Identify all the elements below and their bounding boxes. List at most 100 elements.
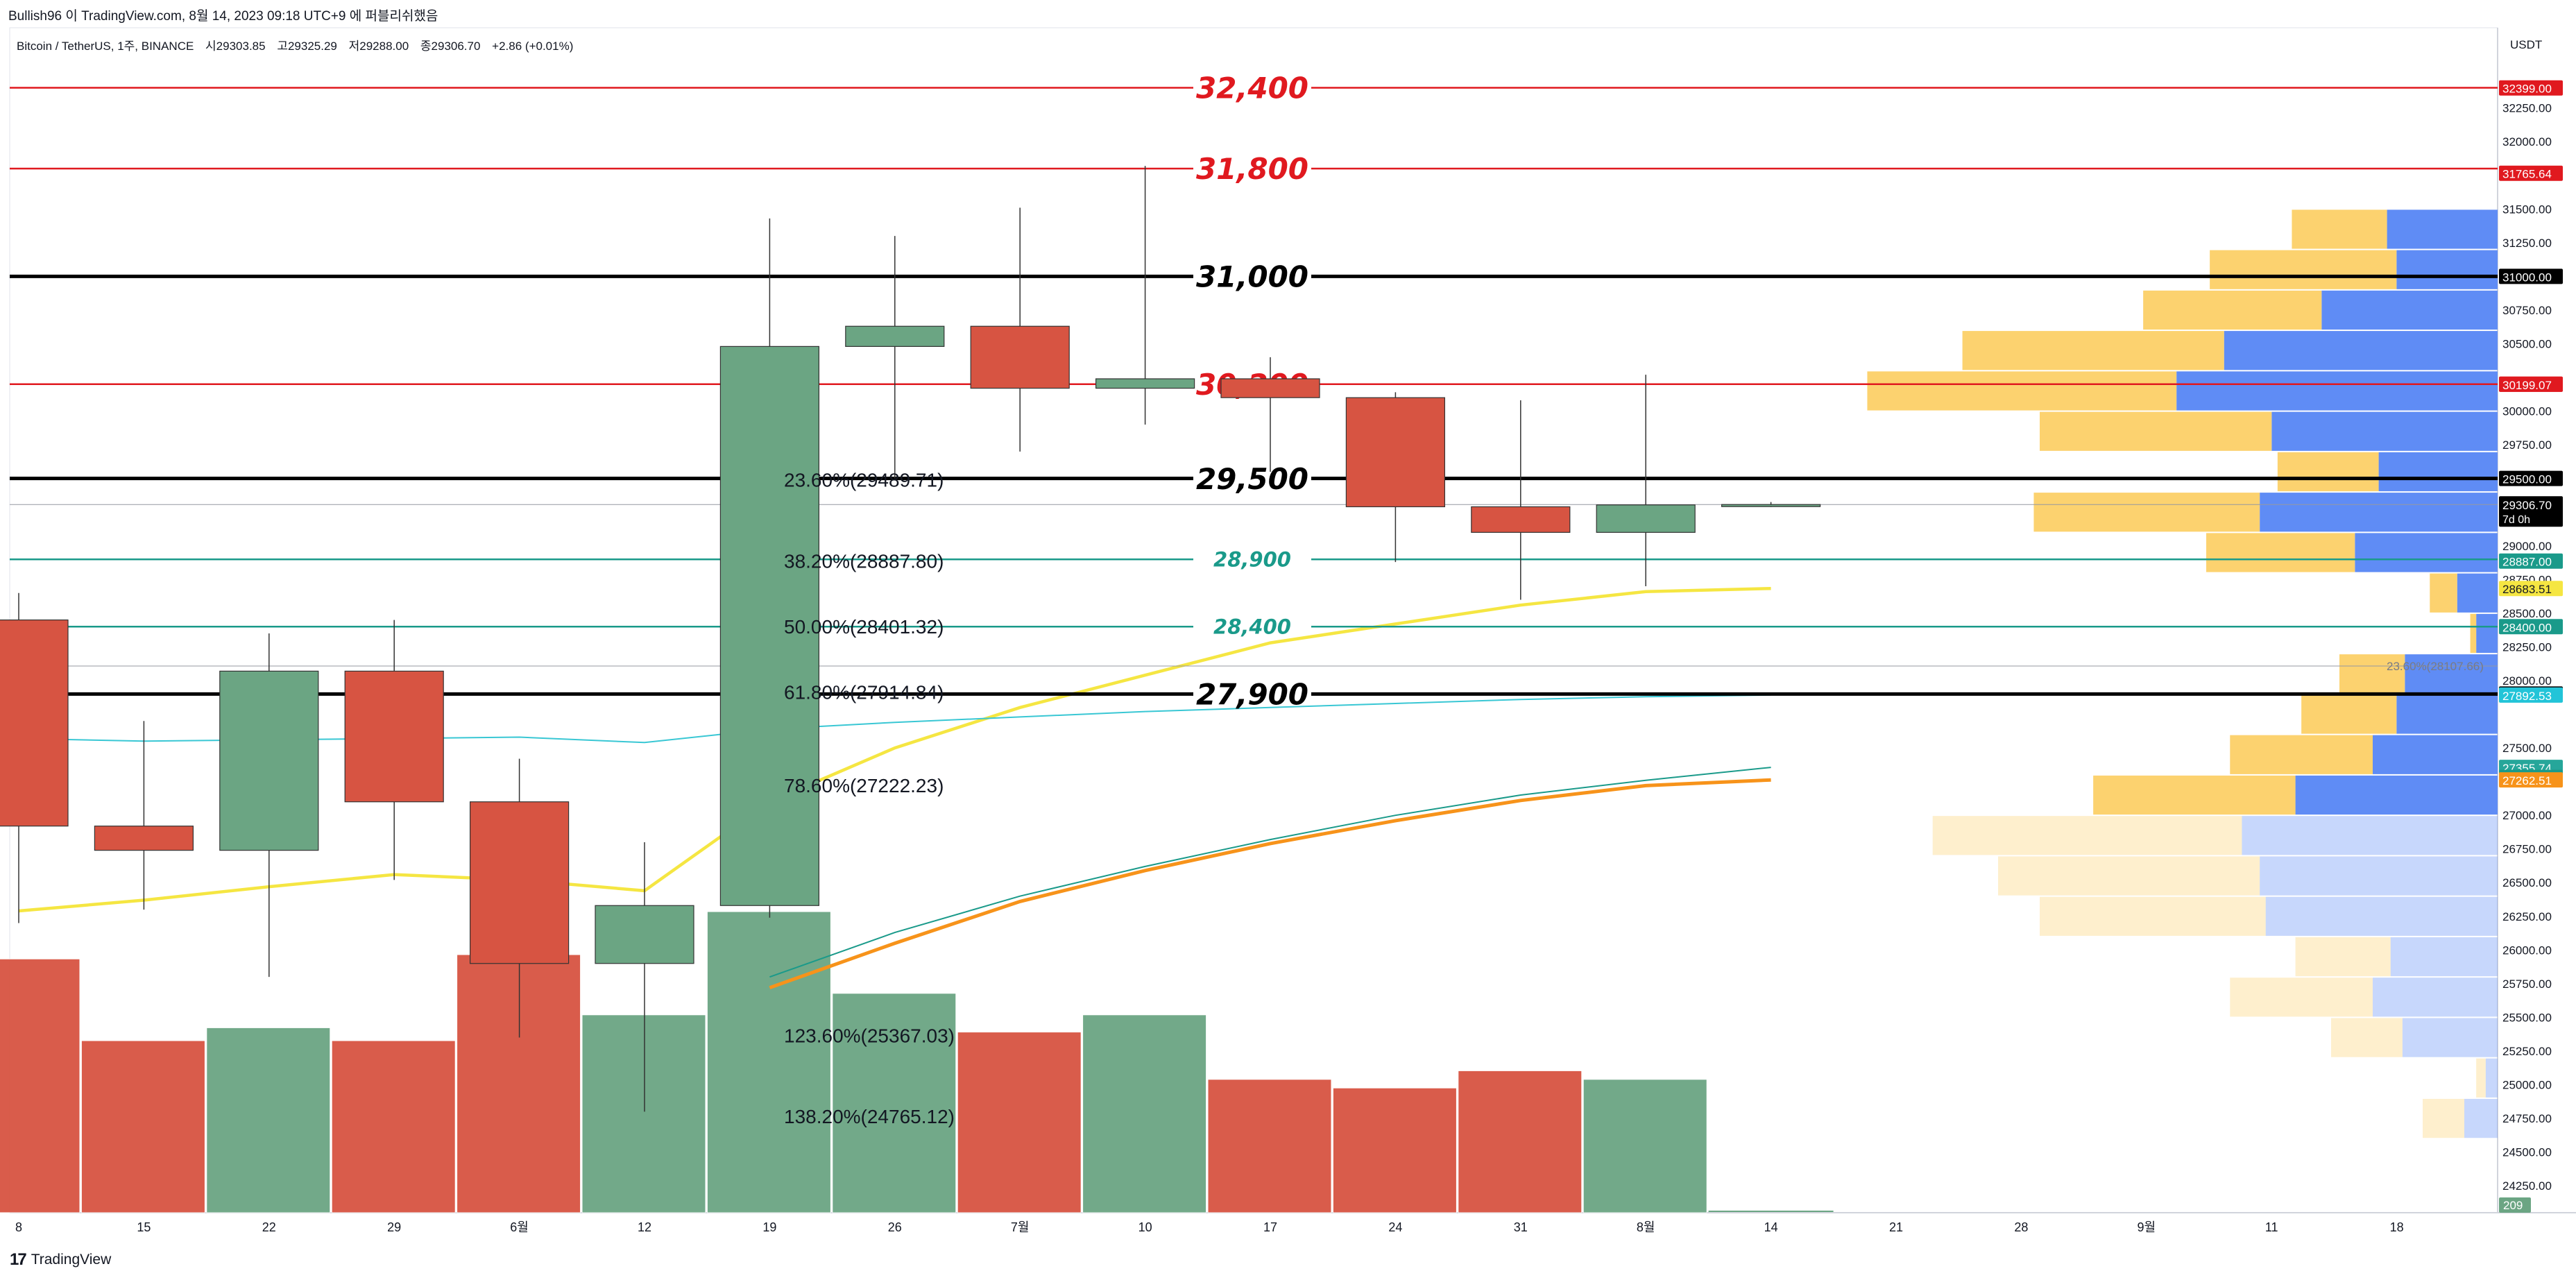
volume-profile-down-bar [2476, 613, 2498, 654]
volume-badge-label: 209 [2503, 1199, 2523, 1212]
fib-level-label: 123.60%(25367.03) [784, 1025, 955, 1046]
candle-body[interactable] [1345, 397, 1446, 508]
price-badge-label: 28887.00 [2502, 556, 2552, 569]
price-tick-label: 26250.00 [2502, 910, 2552, 923]
price-tick-label: 24750.00 [2502, 1112, 2552, 1125]
candle-body[interactable] [595, 905, 694, 964]
price-badge [2499, 165, 2563, 181]
ohlc-low: 저29288.00 [348, 40, 409, 53]
price-tick-label: 26750.00 [2502, 843, 2552, 856]
candle-body[interactable] [845, 325, 945, 347]
time-tick-label: 17 [1263, 1220, 1277, 1234]
price-badge-label: 29500.00 [2502, 473, 2552, 486]
volume-profile-up-bar [2476, 1058, 2486, 1098]
time-tick-label: 29 [387, 1220, 401, 1234]
fib-level-label: 38.20%(28887.80) [784, 551, 944, 572]
volume-profile-up-bar [2230, 735, 2373, 774]
candle-body[interactable] [344, 670, 444, 803]
candle-body[interactable] [469, 801, 570, 964]
candle-body[interactable] [94, 826, 194, 851]
time-tick-label: 19 [762, 1220, 776, 1234]
price-tick-label: 24250.00 [2502, 1179, 2552, 1193]
fib-level-label: 23.60%(29489.71) [784, 470, 944, 491]
volume-profile-up-bar [2033, 493, 2260, 532]
candle-body[interactable] [1471, 506, 1571, 533]
price-axis-currency[interactable]: USDT [2510, 38, 2543, 51]
moving-average-orange [769, 778, 1771, 990]
volume-profile-up-bar [1867, 371, 2177, 411]
volume-profile-up-bar [1962, 331, 2224, 370]
time-tick-label: 11 [2265, 1220, 2278, 1234]
level-label: 29,500 [1196, 462, 1308, 496]
volume-bar [1207, 1079, 1332, 1213]
volume-profile-up-bar [1998, 856, 2260, 896]
candle-body[interactable] [970, 325, 1070, 389]
candle-body[interactable] [1721, 504, 1821, 507]
volume-profile-down-bar [2457, 573, 2498, 613]
volume-profile-up-bar [2206, 533, 2355, 572]
level-label: 31,800 [1196, 152, 1308, 186]
level-label: 28,900 [1213, 548, 1291, 572]
price-badge [2499, 619, 2563, 635]
volume-bar [80, 1040, 205, 1213]
candle-body[interactable] [0, 619, 69, 827]
volume-profile-down-bar [2390, 937, 2498, 977]
volume-profile-down-bar [2485, 1058, 2498, 1098]
volume-profile-up-bar [2470, 613, 2477, 654]
candle-body[interactable] [219, 670, 319, 851]
fib-level-label: 78.60%(27222.23) [784, 775, 944, 796]
tradingview-logo[interactable]: 17 TradingView [10, 1250, 111, 1270]
ohlc-change: +2.86 (+0.01%) [492, 40, 574, 53]
volume-profile-down-bar [2321, 290, 2498, 330]
price-tick-label: 29000.00 [2502, 540, 2552, 553]
volume-profile-up-bar [2339, 654, 2405, 694]
time-tick-label: 8월 [1637, 1220, 1655, 1234]
price-tick-label: 30500.00 [2502, 338, 2552, 351]
volume-profile-down-bar [2265, 896, 2498, 936]
time-tick-label: 31 [1514, 1220, 1528, 1234]
price-tick-label: 32000.00 [2502, 135, 2552, 148]
moving-average-teal [769, 767, 1771, 978]
price-tick-label: 30000.00 [2502, 405, 2552, 418]
price-tick-label: 25000.00 [2502, 1079, 2552, 1092]
price-badge-label: 28400.00 [2502, 621, 2552, 634]
volume-profile-up-bar [2277, 452, 2379, 492]
tradingview-logo-text: TradingView [31, 1252, 112, 1268]
candle-body[interactable] [1095, 378, 1195, 389]
price-tick-label: 28250.00 [2502, 640, 2552, 654]
moving-average-yellow [18, 586, 1771, 913]
volume-bar [832, 993, 957, 1213]
price-tick-label: 29750.00 [2502, 438, 2552, 452]
ohlc-high: 고29325.29 [277, 40, 337, 53]
candle-body[interactable] [719, 345, 820, 906]
price-tick-label: 26000.00 [2502, 944, 2552, 957]
volume-bar [706, 911, 831, 1213]
price-tick-label: 27500.00 [2502, 742, 2552, 755]
fib-level-label: 23.60%(28107.66) [2387, 660, 2484, 673]
volume-profile-up-bar [2292, 210, 2387, 249]
price-tick-label: 32250.00 [2502, 102, 2552, 115]
volume-profile-up-bar [2423, 1098, 2464, 1138]
volume-profile-down-bar [2224, 331, 2498, 370]
chart-header: Bullish96 이 TradingView.com, 8월 14, 2023… [0, 0, 2576, 28]
volume-bar [206, 1027, 331, 1213]
symbol-name[interactable]: Bitcoin / TetherUS, 1주, BINANCE [17, 40, 194, 53]
volume-profile-down-bar [2355, 533, 2498, 572]
price-badge [2499, 687, 2563, 703]
price-badge [2499, 470, 2563, 486]
time-tick-label: 21 [1889, 1220, 1903, 1234]
level-label: 28,400 [1213, 615, 1291, 639]
volume-bar [1332, 1087, 1457, 1213]
volume-badge [2499, 1197, 2531, 1213]
volume-profile-down-bar [2396, 694, 2498, 734]
candle-body[interactable] [1220, 378, 1320, 398]
volume-profile-down-bar [2402, 1018, 2498, 1057]
price-tick-label: 25250.00 [2502, 1045, 2552, 1058]
volume-profile-down-bar [2464, 1098, 2498, 1138]
price-badge-label: 27892.53 [2502, 690, 2552, 703]
candle-body[interactable] [1596, 504, 1696, 533]
volume-profile-down-bar [2295, 775, 2498, 815]
volume-profile-down-bar [2176, 371, 2498, 411]
time-tick-label: 10 [1138, 1220, 1152, 1234]
